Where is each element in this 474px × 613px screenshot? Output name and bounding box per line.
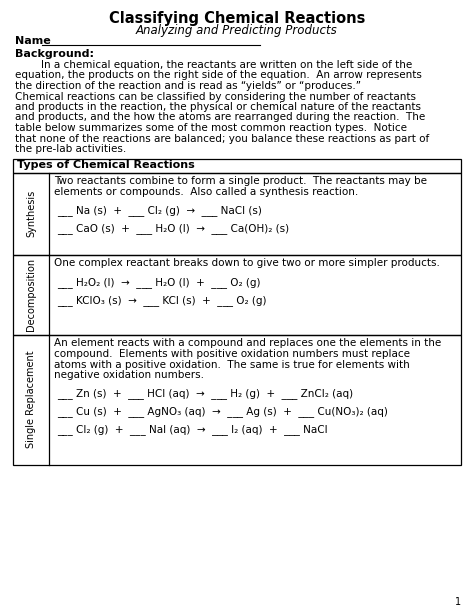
Text: An element reacts with a compound and replaces one the elements in the: An element reacts with a compound and re… [54, 338, 441, 349]
Text: Classifying Chemical Reactions: Classifying Chemical Reactions [109, 11, 365, 26]
Text: Analyzing and Predicting Products: Analyzing and Predicting Products [136, 24, 338, 37]
Text: ___ Cl₂ (g)  +  ___ NaI (aq)  →  ___ I₂ (aq)  +  ___ NaCl: ___ Cl₂ (g) + ___ NaI (aq) → ___ I₂ (aq)… [57, 424, 328, 435]
Text: ___ KClO₃ (s)  →  ___ KCl (s)  +  ___ O₂ (g): ___ KClO₃ (s) → ___ KCl (s) + ___ O₂ (g) [57, 295, 266, 306]
Text: Chemical reactions can be classified by considering the number of reactants: Chemical reactions can be classified by … [15, 91, 416, 102]
Text: One complex reactant breaks down to give two or more simpler products.: One complex reactant breaks down to give… [54, 259, 440, 268]
Text: and products in the reaction, the physical or chemical nature of the reactants: and products in the reaction, the physic… [15, 102, 421, 112]
Bar [13, 172, 461, 254]
Text: ___ CaO (s)  +  ___ H₂O (l)  →  ___ Ca(OH)₂ (s): ___ CaO (s) + ___ H₂O (l) → ___ Ca(OH)₂ … [57, 224, 289, 234]
Text: Single Replacement: Single Replacement [26, 351, 36, 448]
Text: Types of Chemical Reactions: Types of Chemical Reactions [17, 161, 195, 170]
Text: equation, the products on the right side of the equation.  An arrow represents: equation, the products on the right side… [15, 70, 422, 80]
Bar [13, 335, 461, 465]
Bar [13, 254, 461, 335]
Text: the pre-lab activities.: the pre-lab activities. [15, 144, 126, 154]
Text: the direction of the reaction and is read as “yields” or “produces.”: the direction of the reaction and is rea… [15, 81, 361, 91]
Text: Background:: Background: [15, 49, 94, 59]
Text: negative oxidation numbers.: negative oxidation numbers. [54, 370, 204, 380]
Text: that none of the reactions are balanced; you balance these reactions as part of: that none of the reactions are balanced;… [15, 134, 429, 143]
Bar [13, 159, 461, 172]
Text: ___ Cu (s)  +  ___ AgNO₃ (aq)  →  ___ Ag (s)  +  ___ Cu(NO₃)₂ (aq): ___ Cu (s) + ___ AgNO₃ (aq) → ___ Ag (s)… [57, 406, 388, 417]
Text: elements or compounds.  Also called a synthesis reaction.: elements or compounds. Also called a syn… [54, 187, 358, 197]
Text: ___ Na (s)  +  ___ Cl₂ (g)  →  ___ NaCl (s): ___ Na (s) + ___ Cl₂ (g) → ___ NaCl (s) [57, 205, 262, 216]
Text: table below summarizes some of the most common reaction types.  Notice: table below summarizes some of the most … [15, 123, 407, 133]
Text: 1: 1 [455, 597, 461, 607]
Text: atoms with a positive oxidation.  The same is true for elements with: atoms with a positive oxidation. The sam… [54, 359, 410, 370]
Text: ___ Zn (s)  +  ___ HCl (aq)  →  ___ H₂ (g)  +  ___ ZnCl₂ (aq): ___ Zn (s) + ___ HCl (aq) → ___ H₂ (g) +… [57, 389, 353, 400]
Text: Name: Name [15, 36, 51, 46]
Text: Decomposition: Decomposition [26, 258, 36, 331]
Text: ___ H₂O₂ (l)  →  ___ H₂O (l)  +  ___ O₂ (g): ___ H₂O₂ (l) → ___ H₂O (l) + ___ O₂ (g) [57, 277, 261, 288]
Text: Two reactants combine to form a single product.  The reactants may be: Two reactants combine to form a single p… [54, 177, 427, 186]
Text: compound.  Elements with positive oxidation numbers must replace: compound. Elements with positive oxidati… [54, 349, 410, 359]
Text: and products, and the how the atoms are rearranged during the reaction.  The: and products, and the how the atoms are … [15, 113, 425, 123]
Text: In a chemical equation, the reactants are written on the left side of the: In a chemical equation, the reactants ar… [15, 60, 412, 70]
Text: Synthesis: Synthesis [26, 190, 36, 237]
